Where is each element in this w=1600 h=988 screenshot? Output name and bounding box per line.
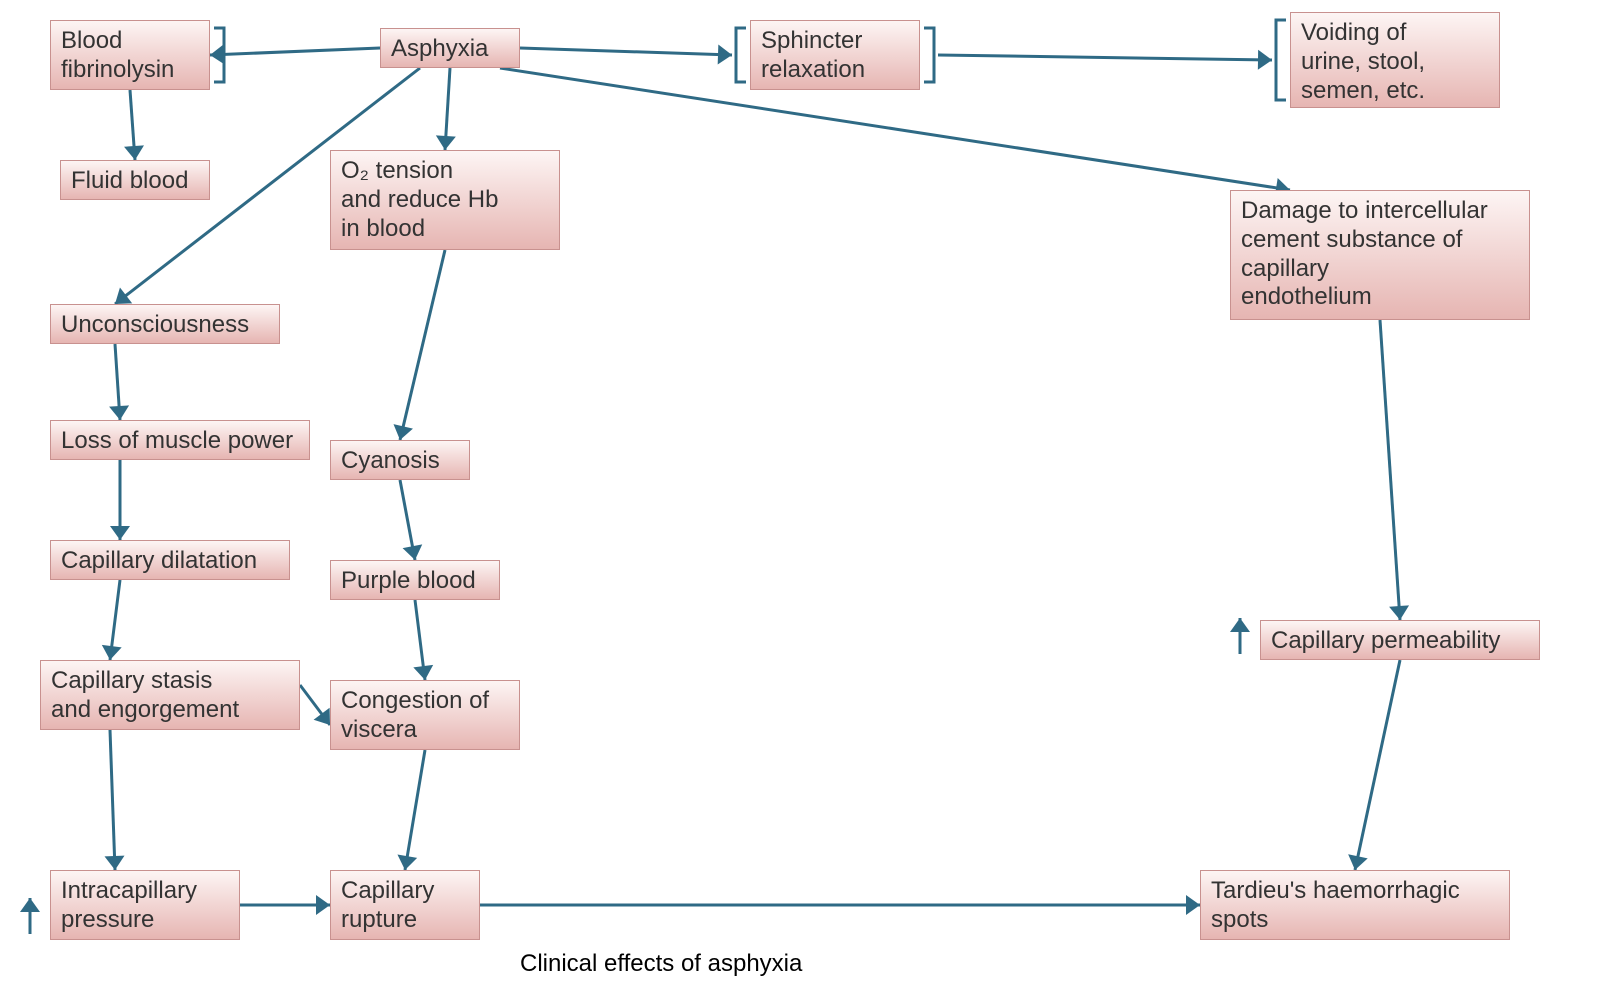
node-label-cap-perm: Capillary permeability: [1271, 627, 1500, 656]
edge-cap-dilat-to-cap-stasis: [102, 580, 122, 660]
increase-arrow-cap-perm: [1230, 618, 1250, 654]
edge-asphyxia-to-sphincter-relax: [520, 45, 732, 65]
node-loss-muscle: Loss of muscle power: [50, 420, 310, 460]
node-sphincter-relax: Sphincter relaxation: [750, 20, 920, 90]
node-cap-rupture: Capillary rupture: [330, 870, 480, 940]
node-label-congestion: Congestion of viscera: [341, 687, 489, 745]
node-cap-stasis: Capillary stasis and engorgement: [40, 660, 300, 730]
node-cyanosis: Cyanosis: [330, 440, 470, 480]
edge-cap-stasis-to-intracap-press: [105, 730, 125, 870]
node-asphyxia: Asphyxia: [380, 28, 520, 68]
node-label-cyanosis: Cyanosis: [341, 447, 440, 476]
node-label-tardieu: Tardieu's haemorrhagic spots: [1211, 877, 1460, 935]
node-label-asphyxia: Asphyxia: [391, 35, 488, 64]
diagram-canvas: { "canvas": { "w": 1600, "h": 988, "bg":…: [0, 0, 1600, 988]
node-cap-dilat: Capillary dilatation: [50, 540, 290, 580]
edge-damage-endo-to-cap-perm: [1380, 320, 1409, 620]
edge-o2-tension-to-cyanosis: [393, 250, 445, 440]
node-label-intracap-press: Intracapillary pressure: [61, 877, 197, 935]
node-purple-blood: Purple blood: [330, 560, 500, 600]
edge-asphyxia-to-blood-fibrinolysin: [210, 44, 380, 64]
edge-intracap-press-to-cap-rupture: [240, 895, 330, 915]
edge-sphincter-relax-to-voiding: [938, 50, 1272, 70]
edge-cyanosis-to-purple-blood: [400, 480, 422, 560]
node-label-o2-tension: O₂ tension and reduce Hb in blood: [341, 157, 498, 243]
edge-blood-fibrinolysin-to-fluid-blood: [124, 90, 144, 160]
node-label-loss-muscle: Loss of muscle power: [61, 427, 293, 456]
node-label-cap-dilat: Capillary dilatation: [61, 547, 257, 576]
node-tardieu: Tardieu's haemorrhagic spots: [1200, 870, 1510, 940]
bracket-blood-fibrinolysin-right: [214, 28, 224, 82]
edge-cap-perm-to-tardieu: [1348, 660, 1400, 870]
edge-cap-rupture-to-tardieu: [480, 895, 1200, 915]
node-label-cap-rupture: Capillary rupture: [341, 877, 434, 935]
edge-cap-stasis-to-congestion: [300, 685, 330, 725]
node-fluid-blood: Fluid blood: [60, 160, 210, 200]
edges-layer: [0, 0, 1600, 988]
node-o2-tension: O₂ tension and reduce Hb in blood: [330, 150, 560, 250]
node-unconscious: Unconsciousness: [50, 304, 280, 344]
bracket-sphincter-relax-right: [924, 28, 934, 82]
edge-congestion-to-cap-rupture: [397, 750, 425, 870]
edge-asphyxia-to-o2-tension: [436, 68, 456, 150]
bracket-voiding-left: [1276, 20, 1286, 100]
edge-loss-muscle-to-cap-dilat: [110, 460, 130, 540]
increase-arrow-intracap-press: [20, 898, 40, 934]
node-label-cap-stasis: Capillary stasis and engorgement: [51, 667, 239, 725]
node-label-voiding: Voiding of urine, stool, semen, etc.: [1301, 19, 1425, 105]
edge-purple-blood-to-congestion: [413, 600, 433, 680]
node-voiding: Voiding of urine, stool, semen, etc.: [1290, 12, 1500, 108]
bracket-sphincter-relax-left: [736, 28, 746, 82]
node-blood-fibrinolysin: Blood fibrinolysin: [50, 20, 210, 90]
node-label-fluid-blood: Fluid blood: [71, 167, 188, 196]
edge-unconscious-to-loss-muscle: [109, 344, 129, 420]
node-cap-perm: Capillary permeability: [1260, 620, 1540, 660]
node-label-damage-endo: Damage to intercellular cement substance…: [1241, 197, 1488, 312]
node-label-blood-fibrinolysin: Blood fibrinolysin: [61, 27, 174, 85]
node-damage-endo: Damage to intercellular cement substance…: [1230, 190, 1530, 320]
node-label-sphincter-relax: Sphincter relaxation: [761, 27, 865, 85]
caption: Clinical effects of asphyxia: [520, 950, 802, 978]
node-congestion: Congestion of viscera: [330, 680, 520, 750]
node-intracap-press: Intracapillary pressure: [50, 870, 240, 940]
node-label-unconscious: Unconsciousness: [61, 311, 249, 340]
node-label-purple-blood: Purple blood: [341, 567, 476, 596]
